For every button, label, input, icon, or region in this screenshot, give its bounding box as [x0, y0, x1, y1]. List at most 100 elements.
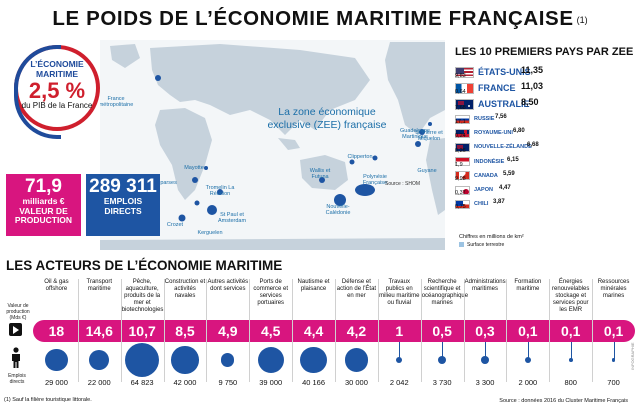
- country-name: ÉTATS-UNIS: [478, 67, 531, 77]
- area-value: 0,75: [455, 204, 466, 211]
- meta-value-label: Valeur de production (Mds €): [6, 303, 30, 321]
- ru-flag-icon: [455, 114, 470, 124]
- kpi-emplois: 289 311 EMPLOIS DIRECTS: [86, 174, 160, 236]
- kpi-production-label: milliards € VALEUR DE PRODUCTION: [14, 195, 73, 226]
- map-label-nouvelle-caledonie: Nouvelle-Calédonie: [325, 204, 351, 217]
- country-zee: 8,50: [521, 97, 539, 107]
- column-separator: [77, 279, 79, 382]
- country-name: RUSSIE: [474, 116, 495, 123]
- country-zee: 11,35: [521, 65, 544, 75]
- employment-value: 700: [607, 378, 620, 387]
- employment-bubble: [257, 346, 284, 374]
- employment-value: 9 750: [218, 378, 238, 387]
- zee-label: La zone économique exclusive (ZEE) franç…: [267, 106, 387, 132]
- sector-label: Énergies renouvelables stockage et servi…: [552, 279, 590, 314]
- employment-bubble: [611, 358, 616, 362]
- top10-list: ÉTATS-UNIS 11,35 9,83 FRANCE 11,03 0,64 AUSTRA…: [455, 64, 635, 211]
- employment-value: 40 166: [302, 378, 326, 387]
- sector-label: Ressources minérales marines: [597, 279, 630, 300]
- arrow-icon: [9, 323, 22, 336]
- sector-label: Oil & gas offshore: [44, 279, 69, 293]
- uk-flag-icon: [455, 128, 470, 138]
- country-zee: 6,15: [507, 156, 519, 163]
- sector-label: Pêche, aquaculture, produits de la mer e…: [121, 279, 164, 314]
- country-row: FRANCE 11,03 0,64: [455, 80, 635, 96]
- employment-stem: [570, 342, 572, 360]
- area-value: 0,37: [455, 190, 466, 197]
- pib-badge: L’ÉCONOMIE MARITIME 2,5 % du PIB de la F…: [14, 45, 100, 139]
- badge-line2: du PIB de la France: [21, 100, 93, 110]
- production-value: 0,5: [432, 323, 452, 339]
- sector-label: Travaux publics en milieu maritime ou fl…: [379, 279, 420, 307]
- country-row: CHILI 3,87 0,75: [455, 197, 635, 211]
- production-value: 4,2: [346, 323, 367, 339]
- production-value: 1: [395, 323, 404, 339]
- country-zee: 4,47: [499, 184, 511, 191]
- au-flag-icon: [455, 98, 474, 110]
- map-label-antilles: Guadeloupe Martinique: [400, 128, 430, 141]
- employment-value: 39 000: [259, 378, 283, 387]
- source-note: Source : données 2016 du Cluster Maritim…: [499, 398, 628, 404]
- map-label-france: France métropolitaine: [100, 96, 134, 109]
- production-value: 4,5: [260, 323, 281, 339]
- country-zee: 7,56: [495, 114, 507, 120]
- employment-stem: [442, 342, 444, 360]
- employment-bubble: [221, 353, 235, 367]
- production-value: 0,1: [603, 323, 624, 339]
- kpi-production-value: 71,9: [25, 176, 62, 197]
- country-row: ROYAUME-UNI 6,80 0,24: [455, 126, 635, 140]
- employment-bubble: [438, 355, 447, 365]
- employment-value: 800: [564, 378, 577, 387]
- footnote: (1) Sauf la filière touristique littoral…: [4, 397, 92, 403]
- meta-emp-label: Emplois directs: [8, 373, 26, 385]
- top10-legend: Surface terrestre: [459, 242, 504, 248]
- area-value: 9,83: [455, 73, 466, 79]
- employment-value: 22 000: [87, 378, 111, 387]
- badge-percent: 2,5 %: [28, 77, 86, 103]
- legend-swatch: [459, 242, 464, 248]
- production-value: 4,9: [218, 323, 238, 339]
- country-name: AUSTRALIE: [478, 99, 530, 109]
- production-value: 10,7: [128, 323, 156, 339]
- production-value: 8,5: [175, 323, 195, 339]
- map-label-polynesie: Polynésie Française: [362, 174, 388, 187]
- country-row: NOUVELLE-ZÉLANDE 6,68 0,26: [455, 140, 635, 154]
- area-value: 0,24: [455, 133, 466, 140]
- country-row: AUSTRALIE 8,50 7,68: [455, 96, 635, 112]
- top10-note: Chiffres en millions de km²: [459, 234, 524, 240]
- employment-value: 30 000: [344, 378, 368, 387]
- sector-label: Ports de commerce et services portuaires: [253, 279, 289, 307]
- country-name: CHILI: [474, 201, 489, 208]
- area-value: 9,98: [455, 175, 466, 182]
- sector-label: Transport maritime: [86, 279, 112, 293]
- us-flag-icon: [455, 66, 474, 78]
- employment-stem: [527, 342, 529, 360]
- country-zee: 11,03: [521, 81, 544, 91]
- column-separator: [163, 279, 165, 382]
- column-separator: [292, 279, 294, 382]
- map-label-clipperton: Clipperton: [347, 154, 373, 160]
- employment-value: 42 000: [173, 378, 197, 387]
- area-value: 0,64: [455, 89, 466, 95]
- column-separator: [420, 279, 422, 382]
- production-value: 0,3: [475, 323, 495, 339]
- country-name: NOUVELLE-ZÉLANDE: [474, 144, 532, 151]
- area-value: 17,1: [455, 119, 466, 126]
- employment-value: 2 000: [518, 378, 538, 387]
- map-label-mayotte: Mayotte: [184, 165, 204, 171]
- acteurs-title: LES ACTEURS DE L’ÉCONOMIE MARITIME: [6, 258, 283, 273]
- map-label-stpaul: St Paul et Amsterdam: [217, 212, 247, 225]
- area-value: 7,68: [455, 105, 466, 111]
- country-name: FRANCE: [478, 83, 516, 93]
- employment-value: 64 823: [130, 378, 154, 387]
- sector-label: Construction et activités navales: [164, 279, 206, 300]
- country-name: ROYAUME-UNI: [474, 130, 513, 137]
- employment-bubble: [171, 346, 199, 374]
- column-separator: [549, 279, 551, 382]
- country-row: INDONÉSIE 6,15 1,9: [455, 155, 635, 169]
- sector-label: Recherche scientifique et océanographiqu…: [421, 279, 469, 307]
- employment-bubble: [524, 357, 531, 363]
- badge-line1: L’ÉCONOMIE MARITIME: [30, 59, 84, 79]
- kpi-production: 71,9 milliards € VALEUR DE PRODUCTION: [6, 174, 81, 236]
- map-label-iles-eparses: Îles éparses: [147, 180, 177, 186]
